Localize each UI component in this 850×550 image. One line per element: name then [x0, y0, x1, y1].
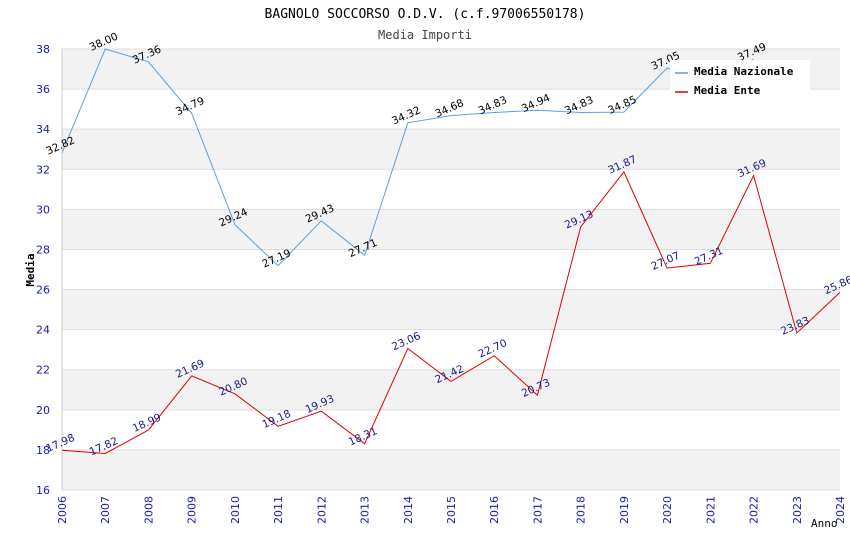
x-tick-label: 2021	[704, 496, 717, 524]
grid-band	[62, 449, 840, 490]
x-tick-label: 2009	[186, 496, 199, 524]
legend-background	[670, 60, 810, 100]
x-tick-label: 2016	[488, 496, 501, 524]
x-tick-label: 2008	[142, 496, 155, 524]
x-tick-label: 2006	[56, 496, 69, 524]
chart-title: BAGNOLO SOCCORSO O.D.V. (c.f.97006550178…	[265, 7, 586, 22]
x-tick-label: 2018	[575, 496, 588, 524]
x-tick-label: 2007	[99, 496, 112, 524]
y-tick-label: 38	[36, 43, 50, 56]
y-tick-label: 22	[36, 364, 50, 377]
x-tick-label: 2017	[531, 496, 544, 524]
grid-band	[62, 289, 840, 330]
x-axis-ticks: 2006 2007 2008 2009 2010 2011 2012 2013 2014 2015…	[56, 496, 847, 524]
x-tick-label: 2020	[661, 496, 674, 524]
data-label-media-ente: 19.18	[260, 408, 292, 431]
data-label-media-nazionale: 34.68	[433, 97, 465, 120]
y-tick-label: 18	[36, 444, 50, 457]
x-tick-label: 2022	[748, 496, 761, 524]
x-tick-label: 2012	[315, 496, 328, 524]
x-tick-label: 2023	[791, 496, 804, 524]
x-tick-label: 2014	[402, 496, 415, 524]
x-tick-label: 2013	[359, 496, 372, 524]
data-label-media-nazionale: 27.19	[260, 247, 292, 270]
x-tick-label: 2010	[229, 496, 242, 524]
data-label-media-nazionale: 34.94	[520, 92, 553, 115]
y-tick-label: 32	[36, 163, 50, 176]
data-label-media-ente: 23.06	[390, 330, 423, 353]
y-tick-label: 34	[36, 123, 50, 136]
x-tick-label: 2024	[834, 496, 847, 524]
x-tick-label: 2019	[618, 496, 631, 524]
legend: Media Nazionale Media Ente	[670, 60, 810, 100]
y-tick-label: 26	[36, 284, 50, 297]
data-label-media-nazionale: 34.85	[606, 94, 638, 117]
y-axis-ticks: 16 18 20 22 24 26 28 30 32 34 36 38	[36, 43, 50, 497]
y-tick-label: 36	[36, 83, 50, 96]
data-label-media-ente: 18.31	[347, 425, 379, 448]
series-lines	[61, 48, 841, 455]
x-tick-label: 2011	[272, 496, 285, 524]
data-label-media-nazionale: 34.83	[477, 94, 509, 117]
y-tick-label: 16	[36, 484, 50, 497]
grid-band	[62, 209, 840, 250]
y-tick-label: 28	[36, 243, 50, 256]
x-tick-label: 2015	[445, 496, 458, 524]
legend-label-media-nazionale: Media Nazionale	[694, 65, 794, 78]
y-tick-label: 30	[36, 203, 50, 216]
y-tick-label: 20	[36, 404, 50, 417]
grid-band	[62, 129, 840, 170]
series-line-media-ente	[61, 170, 841, 455]
legend-label-media-ente: Media Ente	[694, 84, 761, 97]
data-label-media-nazionale: 34.83	[563, 94, 595, 117]
x-axis-title: Anno	[811, 517, 838, 530]
y-tick-label: 24	[36, 324, 50, 337]
chart-subtitle: Media Importi	[378, 28, 472, 42]
data-label-media-ente: 27.07	[649, 250, 681, 273]
y-axis-title: Media	[24, 253, 37, 286]
data-label-media-nazionale: 34.32	[390, 104, 422, 127]
series-line-media-nazionale	[61, 48, 754, 267]
